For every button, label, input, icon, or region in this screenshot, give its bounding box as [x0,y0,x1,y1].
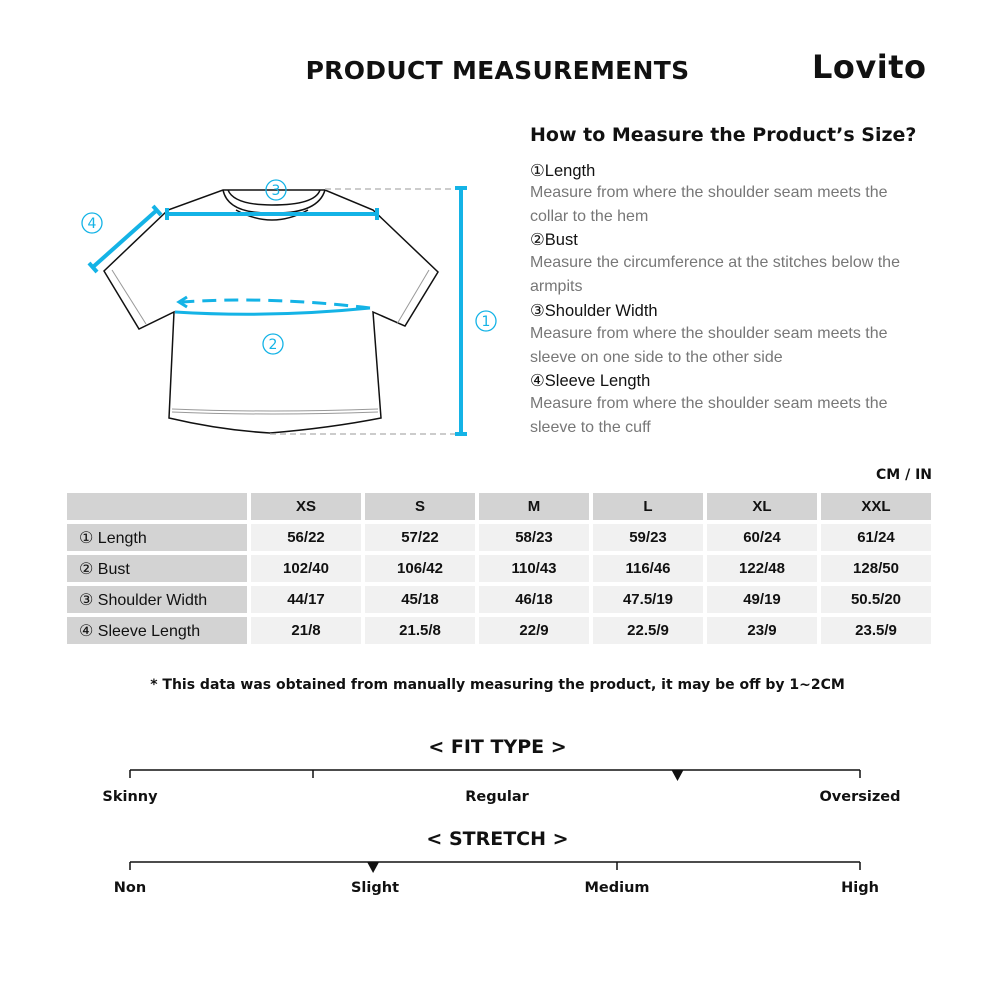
step-desc-length: Measure from where the shoulder seam mee… [530,184,888,225]
table-cell: 22/9 [479,617,589,644]
table-cell: 49/19 [707,586,817,613]
fit-label-regular: Regular [465,789,529,805]
stretch-label-medium: Medium [584,880,650,896]
disclaimer-note: * This data was obtained from manually m… [150,677,845,693]
table-cell: 23/9 [707,617,817,644]
tshirt-diagram: 1 2 3 4 [81,179,497,436]
header-corner [67,493,247,520]
fit-type-title: < FIT TYPE > [428,736,567,758]
size-header: XL [707,493,817,520]
size-header: XS [251,493,361,520]
table-cell: 61/24 [821,524,931,551]
step-label-sleeve: ④Sleeve Length [530,372,651,390]
stretch-title: < STRETCH > [426,828,569,850]
table-row: ④ Sleeve Length 21/8 21.5/8 22/9 22.5/9 … [67,617,931,644]
marker-2-bust: 2 [269,337,278,353]
table-cell: 47.5/19 [593,586,703,613]
marker-circles [81,179,497,355]
fit-type-indicator-icon [671,770,684,781]
table-row: ③ Shoulder Width 44/17 45/18 46/18 47.5/… [67,586,931,613]
table-cell: 60/24 [707,524,817,551]
stretch-label-high: High [841,880,879,896]
measurement-lines [87,186,467,436]
page-title: PRODUCT MEASUREMENTS [305,56,690,85]
size-header: XXL [821,493,931,520]
size-header: M [479,493,589,520]
table-cell: 57/22 [365,524,475,551]
table-cell: 46/18 [479,586,589,613]
table-cell: 56/22 [251,524,361,551]
tshirt-outline [103,189,439,434]
table-cell: 106/42 [365,555,475,582]
table-cell: 110/43 [479,555,589,582]
table-cell: 128/50 [821,555,931,582]
marker-3-shoulder: 3 [272,183,281,199]
step-label-bust: ②Bust [530,231,578,249]
table-cell: 45/18 [365,586,475,613]
table-cell: 21/8 [251,617,361,644]
step-label-shoulder: ③Shoulder Width [530,302,658,320]
table-header-row: XS S M L XL XXL [67,493,931,520]
stretch-indicator-icon [367,862,380,873]
stretch-label-slight: Slight [350,880,400,896]
step-desc-bust: Measure the circumference at the stitche… [530,254,900,295]
guide-heading: How to Measure the Product’s Size? [530,124,917,146]
row-label: ③ Shoulder Width [67,586,247,613]
table-cell: 59/23 [593,524,703,551]
marker-1-length: 1 [482,314,491,330]
table-cell: 122/48 [707,555,817,582]
brand-logo: Lovito [812,48,927,86]
table-cell: 21.5/8 [365,617,475,644]
stretch-label-non: Non [113,880,147,896]
row-label: ② Bust [67,555,247,582]
table-cell: 102/40 [251,555,361,582]
table-cell: 23.5/9 [821,617,931,644]
table-row: ② Bust 102/40 106/42 110/43 116/46 122/4… [67,555,931,582]
table-cell: 116/46 [593,555,703,582]
fit-label-oversized: Oversized [819,789,901,805]
fit-label-skinny: Skinny [102,789,158,805]
table-cell: 50.5/20 [821,586,931,613]
table-cell: 22.5/9 [593,617,703,644]
size-header: L [593,493,703,520]
table-cell: 44/17 [251,586,361,613]
guide-lines [270,188,460,435]
step-desc-sleeve: Measure from where the shoulder seam mee… [530,395,888,436]
unit-label: CM / IN [876,467,932,483]
size-header: S [365,493,475,520]
step-label-length: ①Length [530,162,596,180]
row-label: ④ Sleeve Length [67,617,247,644]
row-label: ① Length [67,524,247,551]
marker-4-sleeve: 4 [88,216,97,232]
size-table: XS S M L XL XXL ① Length 56/22 57/22 58/… [63,489,935,648]
step-desc-shoulder: Measure from where the shoulder seam mee… [530,325,888,366]
table-cell: 58/23 [479,524,589,551]
table-row: ① Length 56/22 57/22 58/23 59/23 60/24 6… [67,524,931,551]
